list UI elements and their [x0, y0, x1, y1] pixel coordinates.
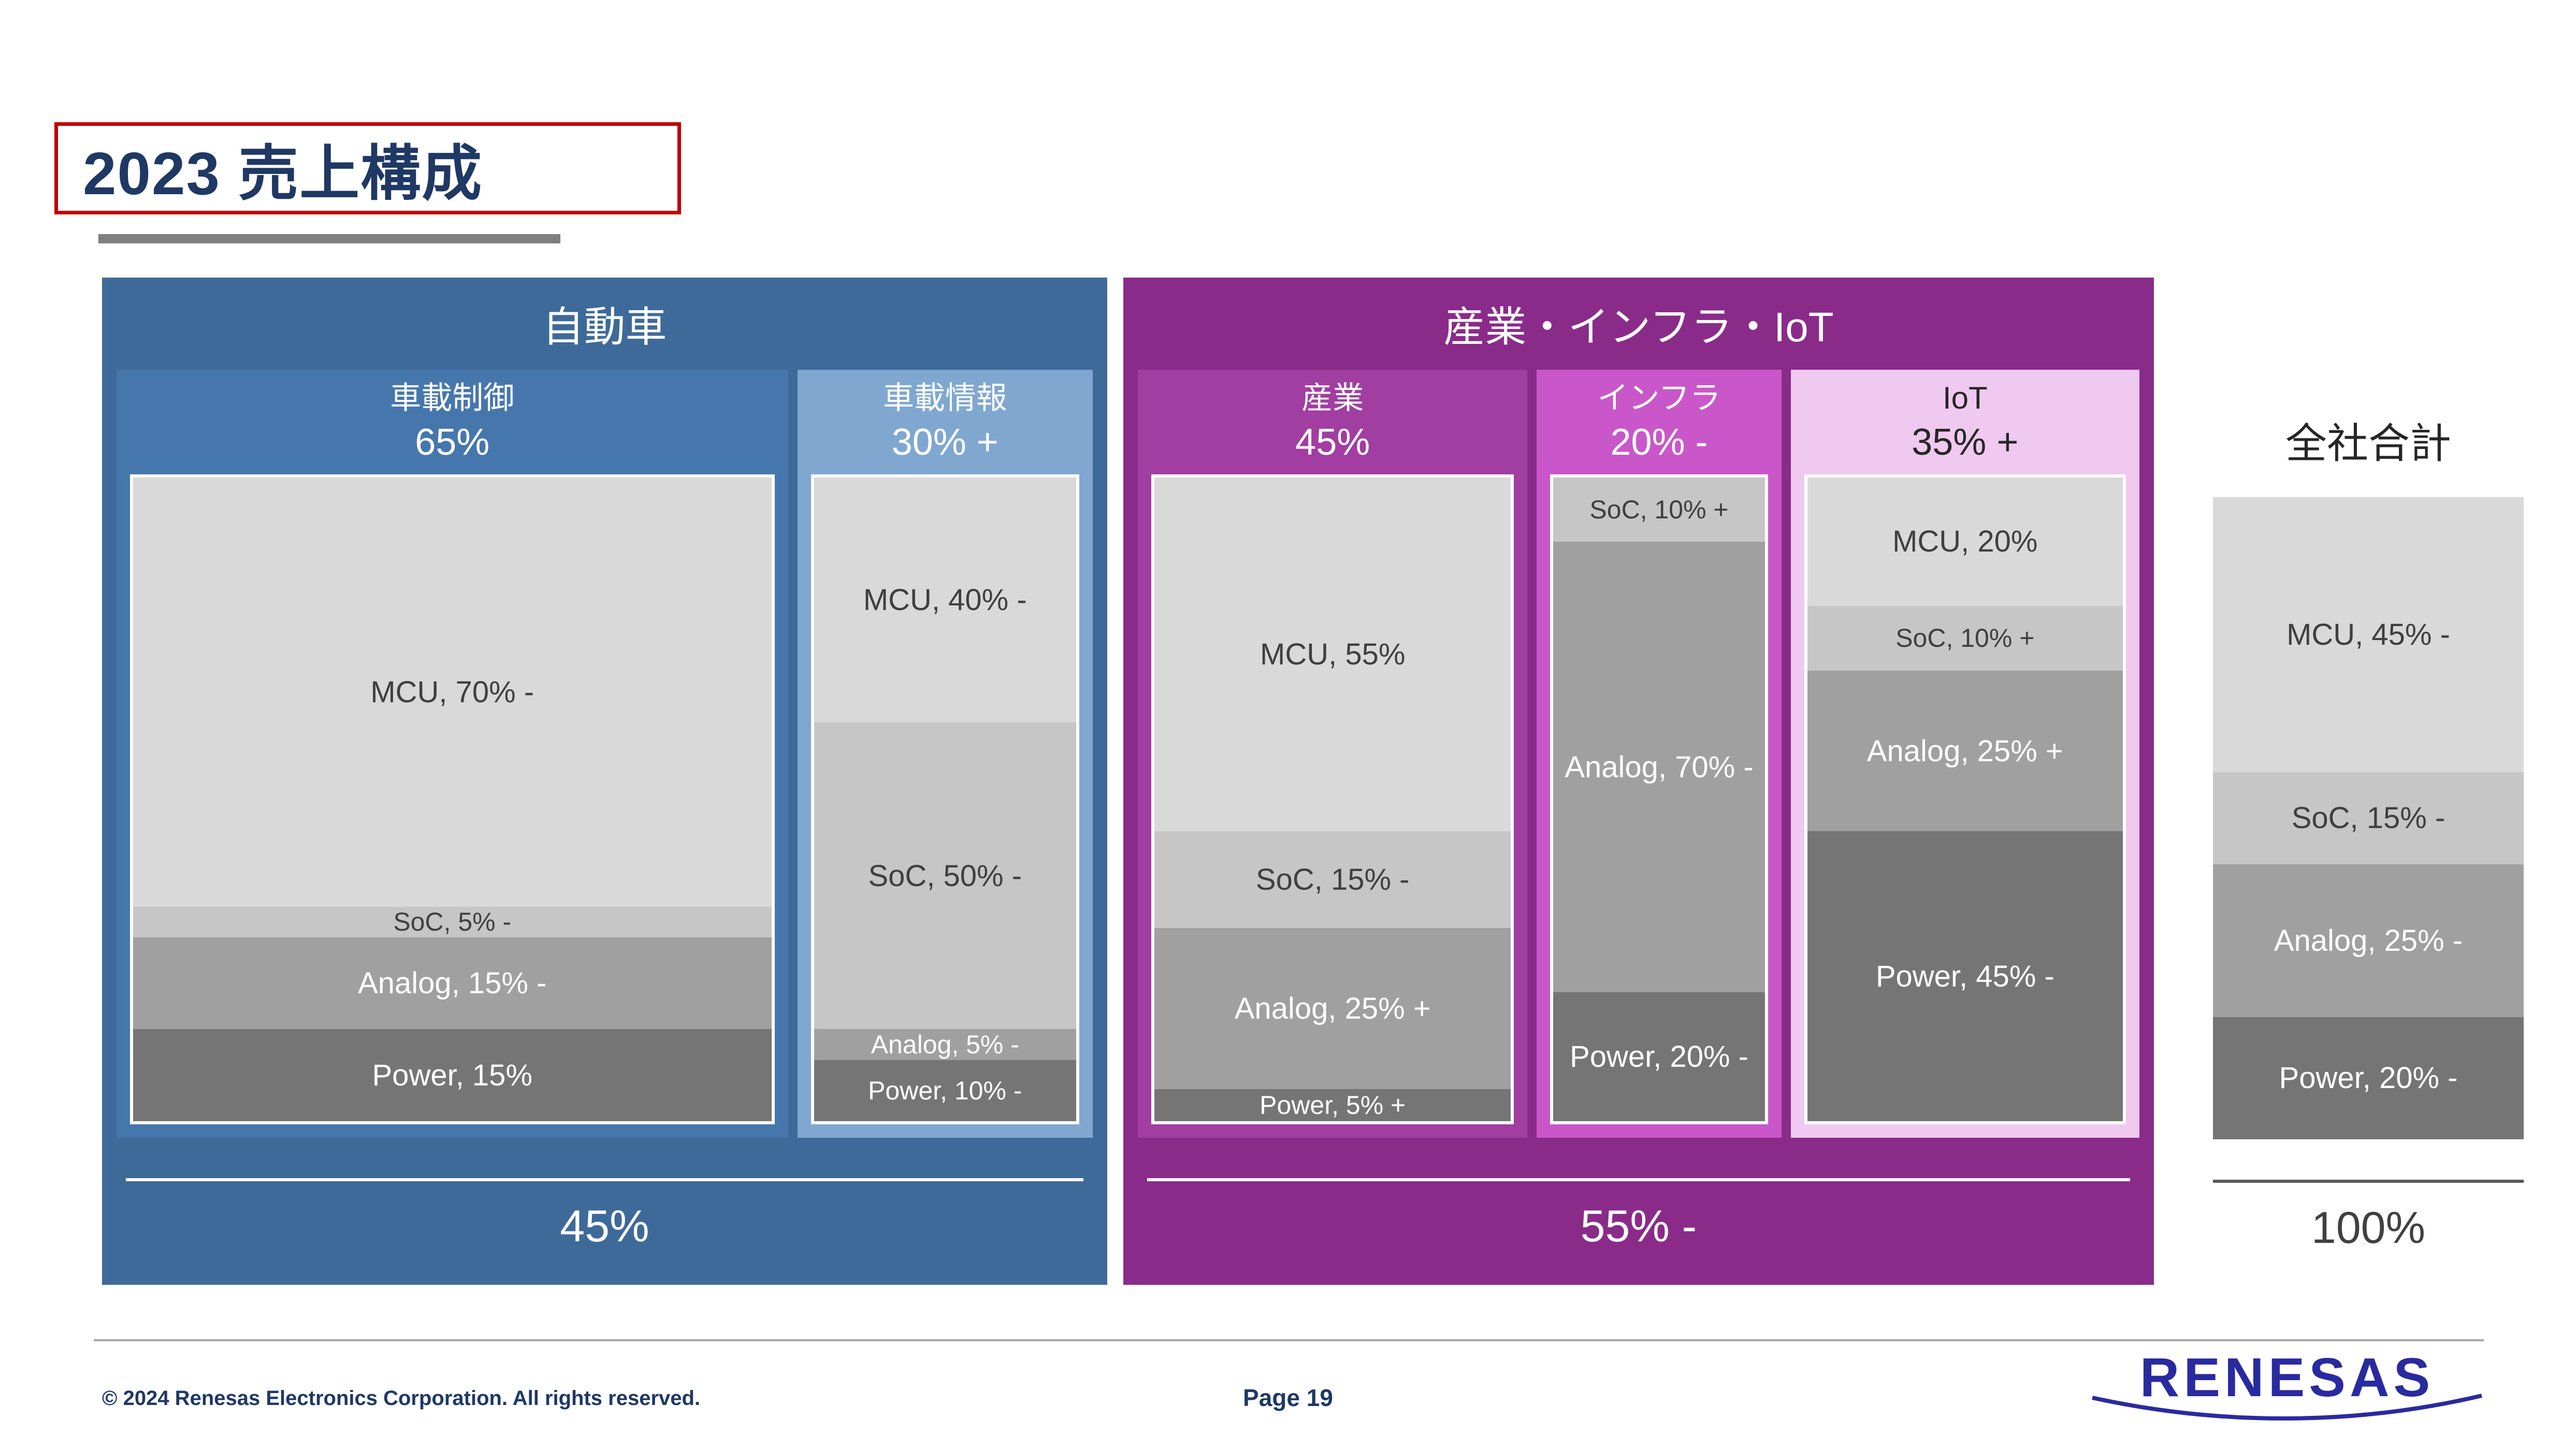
industrial-panel: 産業・インフラ・IoT 産業 45% MCU, 55% SoC, 15% - Analo…: [1123, 278, 2154, 1285]
company-total-label: 100%: [2311, 1203, 2425, 1253]
bar-segment-mcu: MCU, 55%: [1154, 477, 1511, 832]
segment-label: Analog, 5% -: [871, 1030, 1019, 1059]
category-column-2: 車載情報 30% + MCU, 40% - SoC, 50% - Analog, 5% …: [797, 370, 1093, 1138]
bar-segment-analog: Analog, 70% -: [1553, 541, 1765, 993]
category-column-2: インフラ 20% - SoC, 10% + Analog, 70% - Power, 2…: [1537, 370, 1782, 1138]
segment-label: Power, 15%: [372, 1058, 533, 1092]
bar-segment-soc: SoC, 50% -: [814, 722, 1076, 1030]
segment-label: MCU, 55%: [1260, 637, 1406, 672]
bar-segment-mcu: MCU, 40% -: [814, 477, 1076, 723]
category-column-1: 車載制御 65% MCU, 70% - SoC, 5% - Analog, 15% - P…: [117, 370, 788, 1138]
segment-label: MCU, 40% -: [863, 583, 1027, 617]
stacked-bar: MCU, 70% - SoC, 5% - Analog, 15% - Power, 1…: [130, 474, 775, 1124]
bar-segment-analog: Analog, 5% -: [814, 1029, 1076, 1060]
segment-label: Analog, 25% +: [1866, 734, 2063, 768]
bar-segment-power: Power, 5% +: [1154, 1089, 1511, 1122]
industrial-total-label: 55% -: [1580, 1201, 1697, 1251]
title-box: 2023 売上構成: [54, 122, 681, 214]
total-divider-line: [1147, 1178, 2130, 1181]
column-share: 20% -: [1610, 422, 1708, 463]
renesas-logo: RENESAS: [2090, 1346, 2484, 1425]
title-underline: [98, 234, 560, 243]
segment-label: MCU, 20%: [1892, 525, 2038, 559]
company-total-title: 全社合計: [2285, 421, 2451, 467]
column-name: 車載情報: [882, 381, 1007, 415]
segment-label: SoC, 50% -: [868, 859, 1022, 893]
segment-label: SoC, 15% -: [2291, 801, 2445, 835]
bar-segment-soc: SoC, 10% +: [1553, 477, 1765, 542]
segment-label: SoC, 10% +: [1895, 624, 2035, 653]
segment-label: Analog, 15% -: [358, 966, 547, 1001]
bar-segment-mcu: MCU, 45% -: [2213, 497, 2524, 773]
column-header: 車載制御 65%: [117, 370, 788, 467]
column-name: IoT: [1942, 381, 1988, 415]
page-title: 2023 売上構成: [83, 140, 483, 207]
column-share: 30% +: [891, 422, 998, 463]
bar-segment-analog: Analog, 25% +: [1154, 928, 1511, 1089]
column-share: 45%: [1295, 422, 1370, 463]
segment-label: SoC, 5% -: [393, 907, 512, 937]
copyright-text: © 2024 Renesas Electronics Corporation. …: [102, 1387, 701, 1410]
segment-label: MCU, 45% -: [2286, 618, 2450, 652]
segment-label: SoC, 10% +: [1589, 495, 1729, 524]
segment-label: Analog, 25% -: [2274, 923, 2463, 958]
bar-segment-analog: Analog, 15% -: [133, 937, 772, 1030]
column-name: 産業: [1301, 381, 1364, 415]
column-name: 車載制御: [390, 381, 515, 415]
category-column-3: IoT 35% + MCU, 20% SoC, 10% + Analog, 25% + P…: [1790, 370, 2139, 1138]
stacked-bar: MCU, 40% - SoC, 50% - Analog, 5% - Power, 1…: [811, 474, 1079, 1124]
footer-divider: [94, 1339, 2484, 1341]
column-header: 産業 45%: [1138, 370, 1527, 467]
bar-segment-soc: SoC, 10% +: [1807, 606, 2123, 671]
column-share: 65%: [415, 422, 490, 463]
industrial-total: 55% -: [1123, 1138, 2154, 1285]
automotive-total: 45%: [102, 1138, 1107, 1285]
column-header: 車載情報 30% +: [798, 370, 1093, 467]
segment-label: Power, 20% -: [1570, 1040, 1748, 1074]
bar-segment-power: Power, 45% -: [1807, 831, 2123, 1122]
category-column-1: 産業 45% MCU, 55% SoC, 15% - Analog, 25% + Powe…: [1138, 370, 1528, 1138]
bar-segment-power: Power, 20% -: [1553, 992, 1765, 1122]
bar-segment-power: Power, 15%: [133, 1029, 772, 1121]
renesas-logo-text: RENESAS: [2139, 1347, 2435, 1408]
bar-segment-analog: Analog, 25% -: [2213, 864, 2524, 1017]
segment-label: Power, 10% -: [868, 1076, 1022, 1105]
bar-segment-power: Power, 10% -: [814, 1060, 1076, 1121]
bar-segment-mcu: MCU, 20%: [1807, 477, 2123, 606]
column-header: IoT 35% +: [1791, 370, 2139, 467]
bar-segment-soc: SoC, 15% -: [2213, 772, 2524, 864]
bar-segment-soc: SoC, 5% -: [133, 906, 772, 937]
segment-label: MCU, 70% -: [370, 675, 534, 709]
column-name: インフラ: [1597, 381, 1721, 415]
automotive-panel-title: 自動車: [542, 304, 667, 350]
segment-label: Analog, 70% -: [1565, 750, 1754, 784]
total-divider-line: [126, 1178, 1083, 1181]
segment-label: Power, 5% +: [1260, 1090, 1406, 1120]
segment-label: Analog, 25% +: [1234, 991, 1431, 1025]
segment-label: Power, 20% -: [2279, 1061, 2458, 1095]
segment-label: Power, 45% -: [1875, 959, 2054, 993]
column-header: インフラ 20% -: [1537, 370, 1781, 467]
stacked-bar: MCU, 55% SoC, 15% - Analog, 25% + Power, 5%…: [1151, 474, 1514, 1124]
stacked-bar: MCU, 20% SoC, 10% + Analog, 25% + Power, 45…: [1804, 474, 2126, 1124]
bar-segment-analog: Analog, 25% +: [1807, 670, 2123, 832]
automotive-panel: 自動車 車載制御 65% MCU, 70% - SoC, 5% - Analog, 15…: [102, 278, 1107, 1285]
company-total-bar: MCU, 45% - SoC, 15% - Analog, 25% - Power, …: [2213, 497, 2524, 1139]
bar-segment-mcu: MCU, 70% -: [133, 477, 772, 907]
column-share: 35% +: [1912, 422, 2019, 463]
stacked-bar: SoC, 10% + Analog, 70% - Power, 20% -: [1550, 474, 1768, 1124]
bar-segment-power: Power, 20% -: [2213, 1017, 2524, 1139]
industrial-panel-title: 産業・インフラ・IoT: [1443, 304, 1834, 350]
logo-swoosh-icon: [2092, 1394, 2482, 1421]
industrial-columns: 産業 45% MCU, 55% SoC, 15% - Analog, 25% + Powe…: [1123, 370, 2154, 1138]
bar-segment-soc: SoC, 15% -: [1154, 831, 1511, 928]
company-total-column: 全社合計 MCU, 45% - SoC, 15% - Analog, 25% - Po…: [2213, 278, 2524, 1254]
automotive-columns: 車載制御 65% MCU, 70% - SoC, 5% - Analog, 15% - P…: [102, 370, 1107, 1138]
automotive-total-label: 45%: [560, 1201, 649, 1251]
page-number: Page 19: [1243, 1384, 1333, 1411]
segment-label: SoC, 15% -: [1255, 863, 1410, 897]
total-divider-line: [2213, 1180, 2524, 1183]
